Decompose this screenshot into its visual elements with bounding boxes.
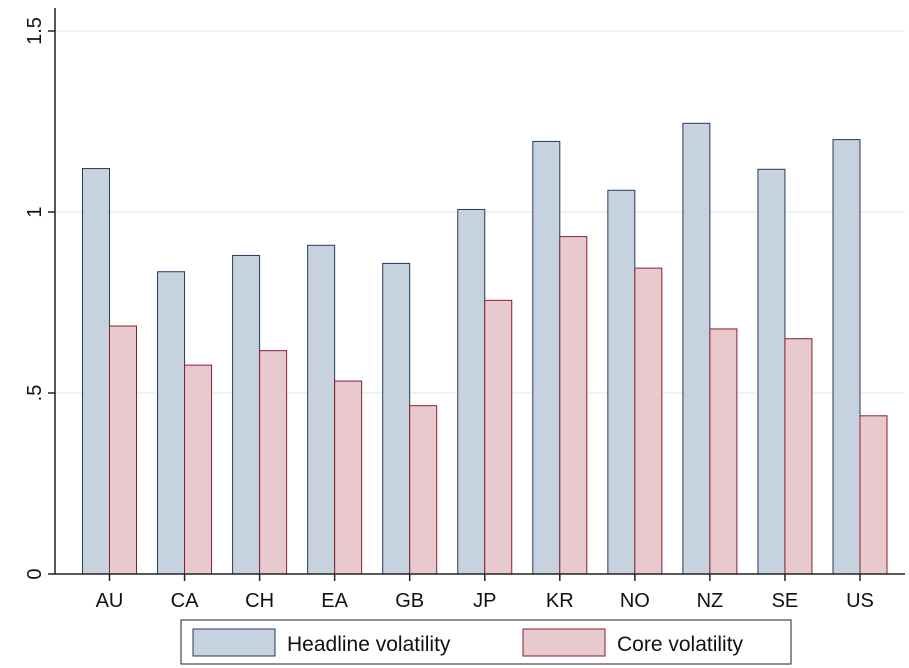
bar-headline-nz xyxy=(682,122,711,575)
bar-core-jp xyxy=(484,299,513,575)
legend-swatch-headline xyxy=(192,628,276,657)
bar-headline-jp xyxy=(457,208,486,575)
x-tick-label: NO xyxy=(620,590,650,612)
bar-core-no xyxy=(634,267,663,575)
bar-core-se xyxy=(784,338,813,575)
x-axis-ticks: AU CA CH EA GB JP KR NO NZ SE US xyxy=(96,574,874,612)
bar-headline-ca xyxy=(157,271,186,575)
bar-core-nz xyxy=(709,328,738,575)
y-tick-label: 0 xyxy=(24,568,46,579)
legend: Headline volatility Core volatility xyxy=(180,619,792,665)
x-tick-label: AU xyxy=(96,590,124,612)
bar-headline-ea xyxy=(307,244,336,575)
bar-headline-au xyxy=(82,168,110,575)
bar-core-ea xyxy=(334,380,363,575)
bar-headline-no xyxy=(607,189,636,575)
y-tick-label: 1.5 xyxy=(24,17,46,45)
y-tick-label: 1 xyxy=(24,206,46,217)
legend-swatch-core xyxy=(522,628,606,657)
x-tick-label: CA xyxy=(171,590,199,612)
x-tick-label: SE xyxy=(772,590,799,612)
bar-headline-ch xyxy=(232,254,261,575)
x-tick-label: GB xyxy=(395,590,424,612)
bar-core-au xyxy=(109,325,137,575)
x-tick-label: CH xyxy=(245,590,274,612)
x-tick-label: EA xyxy=(321,590,348,612)
bar-headline-se xyxy=(757,168,786,575)
bars xyxy=(82,122,888,575)
x-tick-label: KR xyxy=(546,590,574,612)
y-axis-ticks: 0 .5 1 1.5 xyxy=(24,17,55,580)
bar-core-gb xyxy=(409,405,438,575)
bar-core-us xyxy=(859,415,888,575)
bar-headline-kr xyxy=(532,140,561,575)
y-tick-label: .5 xyxy=(24,385,46,402)
x-tick-label: NZ xyxy=(697,590,724,612)
x-tick-label: JP xyxy=(473,590,496,612)
bar-core-ch xyxy=(259,350,288,575)
x-tick-label: US xyxy=(846,590,874,612)
legend-box xyxy=(180,619,792,665)
legend-label-core: Core volatility xyxy=(617,633,744,656)
bar-headline-us xyxy=(832,139,861,575)
bar-core-ca xyxy=(184,364,213,575)
legend-label-headline: Headline volatility xyxy=(287,633,451,656)
bar-core-kr xyxy=(559,236,588,575)
bar-headline-gb xyxy=(382,262,411,575)
